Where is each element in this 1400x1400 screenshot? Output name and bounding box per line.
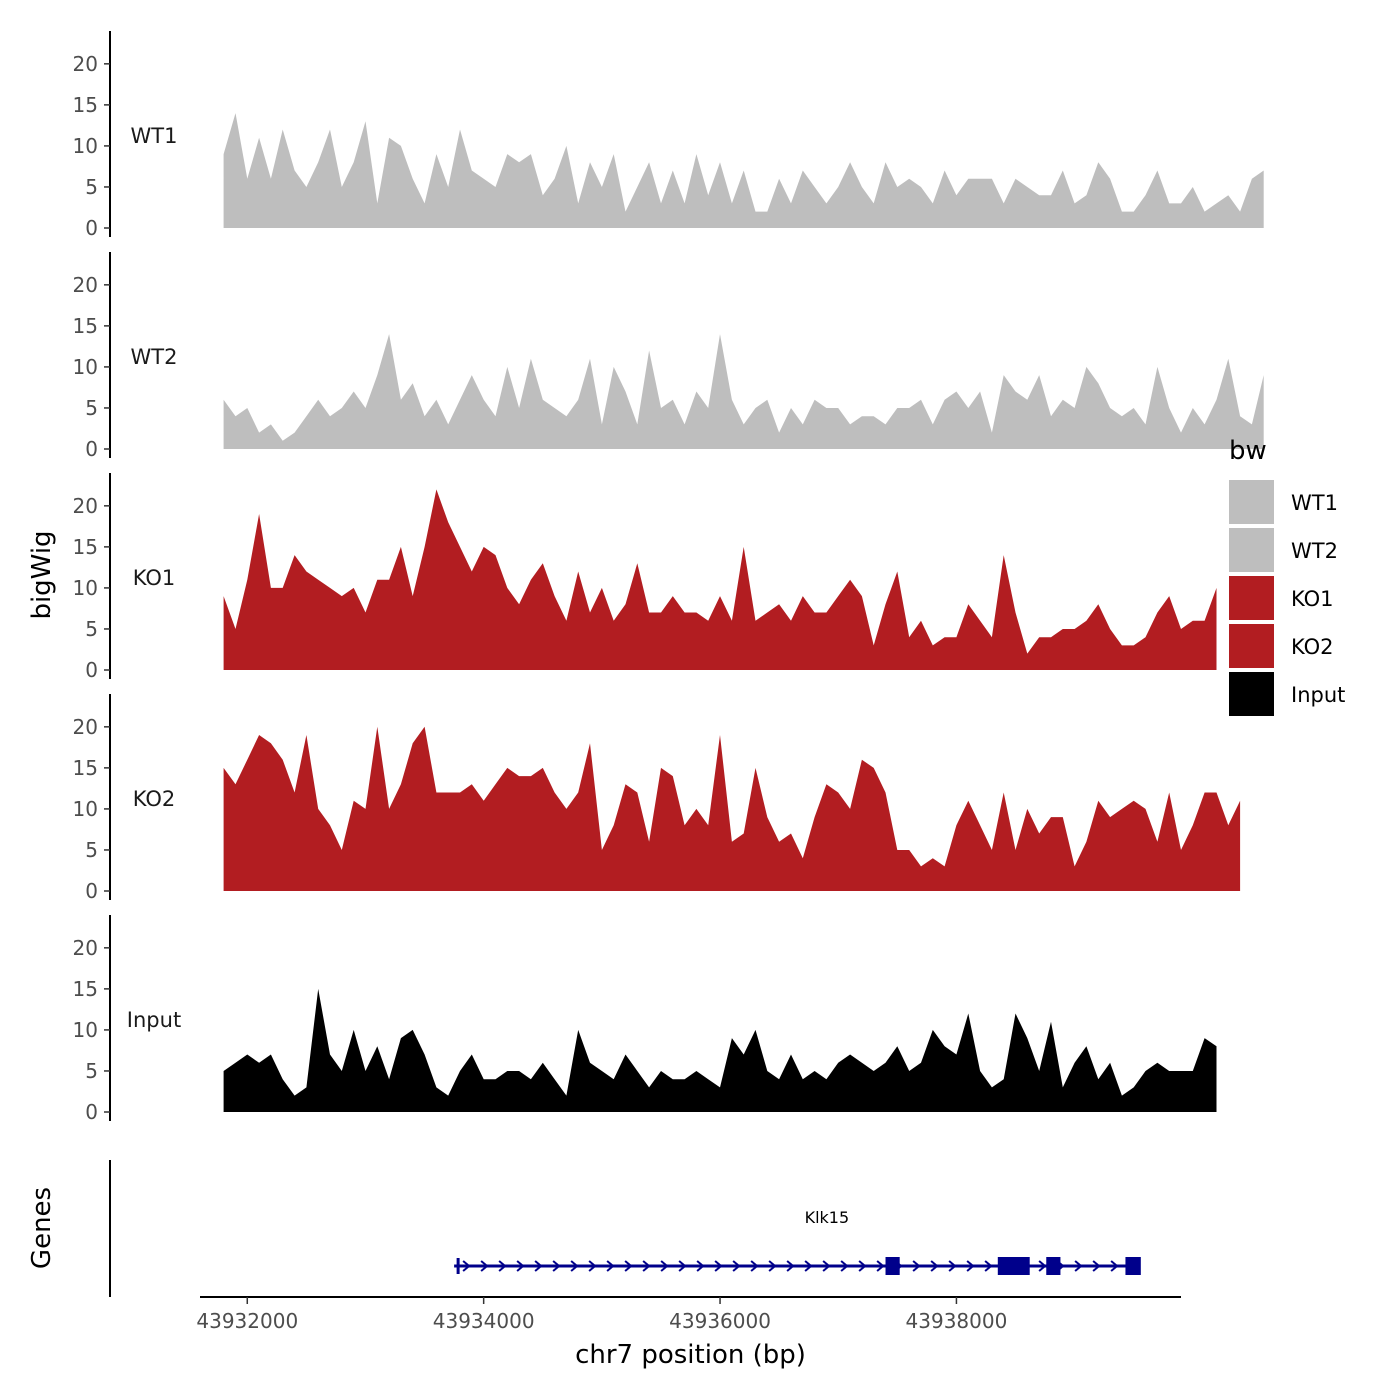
- strand-chevron-icon: [858, 1260, 867, 1272]
- x-tick-label: 43934000: [433, 1309, 535, 1333]
- y-tick-label: 5: [85, 617, 98, 641]
- legend-title: bw: [1229, 436, 1267, 466]
- y-tick-label: 15: [73, 93, 98, 117]
- strand-chevron-icon: [930, 1260, 939, 1272]
- strand-chevron-icon: [948, 1260, 957, 1272]
- strand-chevron-icon: [732, 1260, 741, 1272]
- y-tick-label: 15: [73, 314, 98, 338]
- track-label-ko2: KO2: [133, 787, 176, 811]
- coverage-area-ko1: [223, 489, 1217, 670]
- x-tick-label: 43938000: [906, 1309, 1008, 1333]
- track-label-wt2: WT2: [131, 345, 178, 369]
- y-tick-label: 20: [73, 936, 98, 960]
- strand-chevron-icon: [678, 1260, 687, 1272]
- legend-label-ko1: KO1: [1291, 587, 1334, 611]
- strand-chevron-icon: [570, 1260, 579, 1272]
- strand-chevron-icon: [984, 1260, 993, 1272]
- coverage-area-ko2: [223, 726, 1241, 891]
- gene-exon-1: [885, 1257, 900, 1275]
- legend-label-wt2: WT2: [1291, 539, 1338, 563]
- gene-exon-3: [1046, 1257, 1061, 1275]
- track-label-ko1: KO1: [133, 566, 176, 590]
- y-tick-label: 5: [85, 175, 98, 199]
- strand-chevron-icon: [1074, 1260, 1083, 1272]
- strand-chevron-icon: [606, 1260, 615, 1272]
- y-tick-label: 5: [85, 396, 98, 420]
- y-tick-label: 0: [85, 216, 98, 240]
- legend-label-input: Input: [1291, 683, 1345, 707]
- track-label-wt1: WT1: [131, 124, 178, 148]
- legend-swatch-ko2: [1229, 624, 1274, 668]
- y-tick-label: 0: [85, 437, 98, 461]
- y-tick-label: 15: [73, 756, 98, 780]
- strand-chevron-icon: [552, 1260, 561, 1272]
- y-tick-label: 0: [85, 879, 98, 903]
- y-tick-label: 20: [73, 494, 98, 518]
- strand-chevron-icon: [786, 1260, 795, 1272]
- x-axis-title: chr7 position (bp): [575, 1340, 806, 1370]
- strand-chevron-icon: [516, 1260, 525, 1272]
- x-tick-label: 43932000: [196, 1309, 298, 1333]
- y-tick-label: 15: [73, 977, 98, 1001]
- strand-chevron-icon: [498, 1260, 507, 1272]
- y-tick-label: 20: [73, 273, 98, 297]
- strand-chevron-icon: [876, 1260, 885, 1272]
- strand-chevron-icon: [696, 1260, 705, 1272]
- strand-chevron-icon: [1038, 1260, 1047, 1272]
- y-tick-label: 5: [85, 838, 98, 862]
- y-tick-label: 10: [73, 576, 98, 600]
- strand-chevron-icon: [588, 1260, 597, 1272]
- strand-chevron-icon: [750, 1260, 759, 1272]
- y-tick-label: 10: [73, 797, 98, 821]
- strand-chevron-icon: [714, 1260, 723, 1272]
- strand-chevron-icon: [966, 1260, 975, 1272]
- legend-label-ko2: KO2: [1291, 635, 1334, 659]
- y-tick-label: 15: [73, 535, 98, 559]
- strand-chevron-icon: [462, 1260, 471, 1272]
- x-tick-label: 43936000: [669, 1309, 771, 1333]
- coverage-area-input: [223, 988, 1217, 1112]
- y-axis-title: bigWig: [27, 530, 57, 619]
- strand-chevron-icon: [660, 1260, 669, 1272]
- strand-chevron-icon: [804, 1260, 813, 1272]
- coverage-area-wt1: [223, 113, 1264, 228]
- gene-name-label: Klk15: [805, 1208, 850, 1227]
- gene-exon-4: [1125, 1257, 1141, 1275]
- strand-chevron-icon: [1092, 1260, 1101, 1272]
- strand-chevron-icon: [624, 1260, 633, 1272]
- strand-chevron-icon: [840, 1260, 849, 1272]
- legend-swatch-ko1: [1229, 576, 1274, 620]
- y-tick-label: 10: [73, 355, 98, 379]
- strand-chevron-icon: [642, 1260, 651, 1272]
- y-tick-label: 10: [73, 134, 98, 158]
- legend-swatch-input: [1229, 672, 1274, 716]
- gene-exon-2: [997, 1257, 1030, 1275]
- coverage-area-wt2: [223, 334, 1264, 449]
- y-tick-label: 0: [85, 1100, 98, 1124]
- strand-chevron-icon: [1110, 1260, 1119, 1272]
- strand-chevron-icon: [534, 1260, 543, 1272]
- y-tick-label: 20: [73, 715, 98, 739]
- strand-chevron-icon: [822, 1260, 831, 1272]
- y-tick-label: 20: [73, 52, 98, 76]
- y-tick-label: 0: [85, 658, 98, 682]
- legend-swatch-wt2: [1229, 528, 1274, 572]
- genes-label: Genes: [27, 1187, 57, 1269]
- strand-chevron-icon: [912, 1260, 921, 1272]
- track-label-input: Input: [127, 1008, 181, 1032]
- y-tick-label: 5: [85, 1059, 98, 1083]
- legend-label-wt1: WT1: [1291, 491, 1338, 515]
- legend-swatch-wt1: [1229, 480, 1274, 524]
- y-tick-label: 10: [73, 1018, 98, 1042]
- strand-chevron-icon: [480, 1260, 489, 1272]
- strand-chevron-icon: [768, 1260, 777, 1272]
